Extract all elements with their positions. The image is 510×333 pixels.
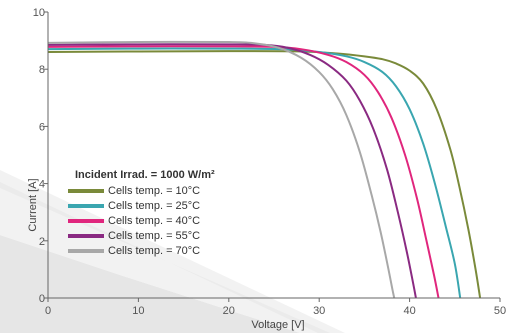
legend-label-1: Cells temp. = 25°C — [108, 200, 200, 212]
axes — [47, 12, 500, 299]
ticks: 0 10 20 30 40 50 0 2 4 6 8 10 — [33, 7, 506, 317]
series-line-3 — [47, 43, 417, 299]
y-tick-label: 8 — [39, 64, 45, 76]
legend-swatch-4 — [68, 249, 104, 253]
x-tick-label: 20 — [223, 305, 235, 317]
x-tick-label: 40 — [403, 305, 415, 317]
y-axis-title: Current [A] — [27, 178, 39, 231]
y-tick-label: 2 — [39, 236, 45, 248]
series-line-4 — [47, 40, 396, 299]
y-tick-label: 0 — [39, 293, 45, 305]
legend: Incident Irrad. = 1000 W/m² Cells temp. … — [68, 169, 215, 257]
background-band-dark — [0, 235, 300, 333]
legend-label-0: Cells temp. = 10°C — [108, 185, 200, 197]
y-tick-label: 10 — [33, 7, 45, 19]
x-tick-label: 50 — [494, 305, 506, 317]
legend-swatch-3 — [68, 234, 104, 238]
background-band-light — [0, 170, 345, 333]
x-axis-title: Voltage [V] — [251, 319, 304, 331]
series-line-2 — [47, 45, 440, 299]
series-line-1 — [47, 47, 462, 299]
legend-title: Incident Irrad. = 1000 W/m² — [75, 169, 215, 181]
legend-label-2: Cells temp. = 40°C — [108, 215, 200, 227]
legend-label-3: Cells temp. = 55°C — [108, 230, 200, 242]
y-tick-label: 4 — [39, 179, 45, 191]
legend-swatch-2 — [68, 219, 104, 223]
x-tick-label: 30 — [313, 305, 325, 317]
legend-label-4: Cells temp. = 70°C — [108, 245, 200, 257]
x-tick-label: 0 — [45, 305, 51, 317]
x-tick-label: 10 — [132, 305, 144, 317]
legend-swatch-0 — [68, 189, 104, 193]
legend-swatch-1 — [68, 204, 104, 208]
plot-area — [47, 40, 482, 299]
series-line-0 — [47, 50, 482, 299]
y-tick-label: 6 — [39, 121, 45, 133]
